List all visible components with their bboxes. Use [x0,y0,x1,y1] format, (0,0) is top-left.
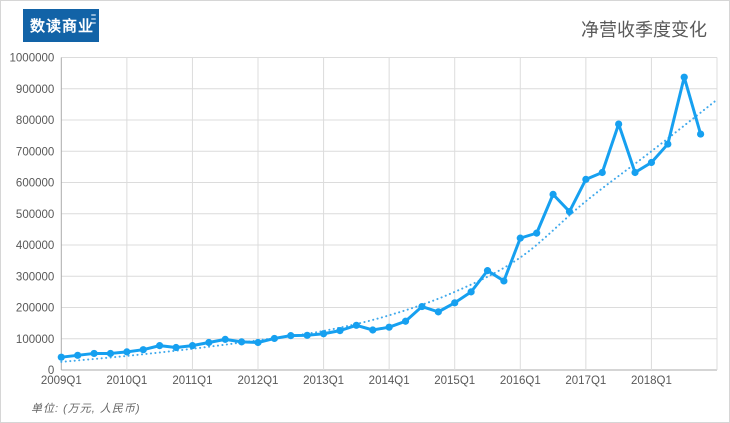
x-axis-tick-label: 2016Q1 [500,375,541,387]
data-point-marker [106,349,115,358]
data-point-marker [697,130,705,138]
data-point-marker [483,267,492,275]
data-point-marker [270,334,279,343]
data-point-marker [303,331,311,339]
data-point-marker [680,73,688,81]
data-point-marker [188,342,197,350]
logo-text: 数读商业 [30,18,95,35]
data-point-marker [369,326,377,334]
x-axis-tick-label: 2013Q1 [303,375,344,387]
data-point-marker [418,302,426,311]
data-point-marker [336,327,344,335]
data-point-marker [221,335,229,343]
x-axis-tick-label: 2010Q1 [106,375,147,387]
data-point-marker [615,120,623,128]
y-axis-tick-label: 500000 [16,209,54,221]
data-point-marker [90,349,98,358]
chart-title: 净营收季度变化 [581,20,707,40]
data-point-marker [401,317,410,325]
y-axis-tick-label: 100000 [16,334,54,346]
data-point-marker [74,351,82,359]
x-axis-tick-label: 2012Q1 [238,375,279,387]
data-point-marker [451,299,459,307]
y-axis-tick-label: 0 [48,365,54,377]
data-point-marker [385,323,393,331]
y-axis-tick-label: 900000 [16,84,54,96]
company-logo: 数读商业 [23,9,99,42]
logo-side-marks [91,14,96,37]
data-point-marker [123,348,131,356]
data-point-marker [287,332,295,340]
data-point-marker [238,338,246,346]
y-axis-tick-label: 200000 [16,303,54,315]
y-axis-tick-label: 400000 [16,240,54,252]
y-axis-tick-label: 700000 [16,146,54,158]
data-point-marker [516,234,524,242]
data-point-marker [319,330,328,338]
data-point-marker [434,308,442,316]
data-point-marker [139,346,147,354]
data-point-marker [156,342,164,350]
data-point-marker [205,338,213,347]
x-axis-tick-label: 2017Q1 [565,375,606,387]
y-axis-tick-label: 600000 [16,178,54,190]
y-axis-tick-label: 300000 [16,271,54,283]
data-point-marker [254,338,262,347]
data-point-marker [549,190,557,198]
data-point-marker [500,277,508,285]
data-point-marker [533,229,541,237]
data-point-marker [172,343,180,352]
data-point-marker [565,207,574,216]
revenue-line [59,75,703,359]
data-point-marker [631,168,639,177]
x-axis-tick-label: 2009Q1 [41,375,82,387]
x-axis-tick-label: 2018Q1 [631,375,672,387]
x-axis-tick-label: 2011Q1 [172,375,212,387]
y-axis-tick-label: 800000 [16,115,54,127]
x-axis-tick-label: 2015Q1 [434,375,475,387]
data-point-marker [57,353,65,361]
data-point-marker [647,158,656,167]
data-point-marker [664,140,672,148]
unit-footnote: 单位: (万元, 人民币) [31,403,141,415]
data-point-marker [582,175,590,183]
y-axis-tick-label: 1000000 [10,53,55,65]
x-axis-tick-label: 2014Q1 [369,375,410,387]
data-point-marker [467,288,475,296]
data-point-marker [352,321,360,329]
data-point-marker [598,168,606,177]
